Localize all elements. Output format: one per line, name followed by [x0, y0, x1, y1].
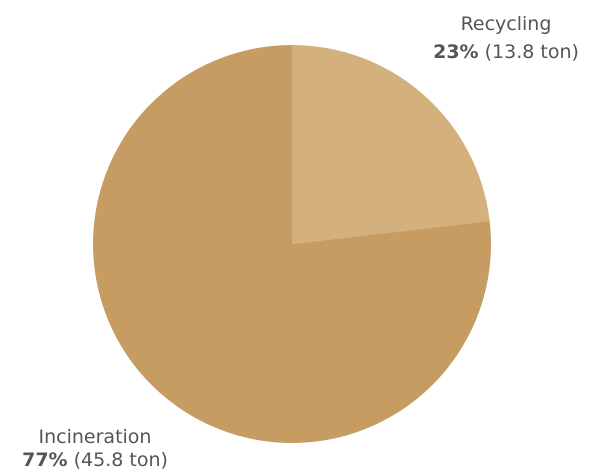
- slice-amount-incineration: (45.8 ton): [68, 449, 168, 471]
- slice-percent-recycling: 23%: [433, 41, 478, 63]
- pie-slice-recycling: [292, 45, 490, 244]
- pie-slice-incineration: [92, 45, 491, 444]
- slice-percent-incineration: 77%: [22, 449, 67, 471]
- slice-amount-recycling: (13.8 ton): [479, 41, 579, 63]
- slice-value-label-incineration: 77% (45.8 ton): [22, 449, 168, 471]
- slice-label-incineration: Incineration: [39, 426, 152, 448]
- pie-slices: [92, 45, 491, 444]
- slice-label-recycling: Recycling: [461, 13, 552, 35]
- slice-value-label-recycling: 23% (13.8 ton): [433, 41, 579, 63]
